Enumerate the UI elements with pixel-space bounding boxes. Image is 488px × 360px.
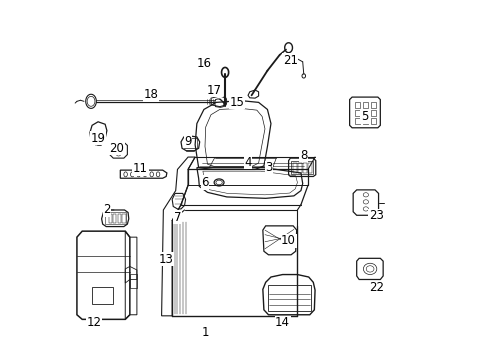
Bar xyxy=(105,212,126,224)
Bar xyxy=(354,118,359,123)
Bar xyxy=(354,111,359,116)
Bar xyxy=(303,163,306,172)
Text: 6: 6 xyxy=(201,176,208,189)
Text: 17: 17 xyxy=(206,84,222,96)
Text: 11: 11 xyxy=(133,162,148,175)
Bar xyxy=(370,111,375,116)
Text: 18: 18 xyxy=(143,88,158,101)
Bar xyxy=(92,287,112,304)
Bar xyxy=(118,214,121,223)
Text: 10: 10 xyxy=(281,234,295,247)
Bar xyxy=(307,163,311,172)
Text: 13: 13 xyxy=(159,253,173,266)
Text: 9: 9 xyxy=(184,135,191,148)
Bar xyxy=(362,118,367,123)
Bar xyxy=(268,285,310,311)
Bar xyxy=(122,214,125,223)
Text: 14: 14 xyxy=(275,316,289,329)
Text: 3: 3 xyxy=(265,161,272,174)
Text: 7: 7 xyxy=(173,211,181,224)
Bar xyxy=(130,274,137,288)
Text: 20: 20 xyxy=(109,142,124,155)
Bar xyxy=(113,214,116,223)
Bar xyxy=(370,102,375,108)
Bar xyxy=(362,111,367,116)
Text: 1: 1 xyxy=(202,326,209,339)
Bar xyxy=(362,102,367,108)
Bar xyxy=(108,214,112,223)
Text: 8: 8 xyxy=(300,149,307,162)
Bar xyxy=(354,102,359,108)
Bar xyxy=(370,118,375,123)
Text: 5: 5 xyxy=(360,110,367,123)
Text: 15: 15 xyxy=(229,96,244,109)
Bar xyxy=(183,138,197,148)
Text: 21: 21 xyxy=(282,54,297,67)
Text: 12: 12 xyxy=(86,316,101,329)
Text: 16: 16 xyxy=(196,57,211,70)
Text: 2: 2 xyxy=(103,203,110,216)
Text: 22: 22 xyxy=(368,281,384,294)
Text: 4: 4 xyxy=(244,156,251,169)
Bar xyxy=(298,163,301,172)
Text: 23: 23 xyxy=(368,210,383,222)
Text: 19: 19 xyxy=(90,132,105,145)
Bar xyxy=(293,163,296,172)
Bar xyxy=(290,161,312,174)
